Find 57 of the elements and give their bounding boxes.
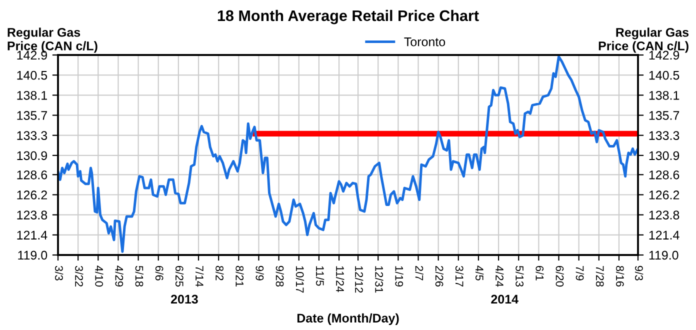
x-tick-label: 12/31	[375, 266, 384, 293]
x-tick-label: 10/17	[296, 266, 304, 293]
text: 2014	[491, 294, 518, 304]
y-tick-label: 123.8	[17, 210, 48, 220]
x-tick-label: 7/14	[196, 266, 204, 287]
y2-tick-label: 133.3	[649, 131, 680, 140]
x-tick-label: 2/7	[415, 266, 424, 280]
y2-tick-label: 119.0	[649, 250, 678, 260]
y-tick-label: 128.6	[17, 170, 48, 180]
x-tick-label: 6/1	[536, 266, 544, 280]
y2-tick-label: 123.8	[649, 210, 680, 220]
y-tick-label: 133.3	[17, 131, 48, 140]
y2-tick-label: 142.9	[649, 50, 680, 60]
x-tick-label: 6/6	[155, 266, 164, 280]
x-tick-label: 9/28	[276, 266, 284, 287]
y2-tick-label: 128.6	[649, 170, 680, 180]
x-tick-label: 4/24	[496, 266, 504, 287]
x-tick-label: 11/24	[336, 266, 344, 292]
x-tick-label: 11/5	[316, 266, 324, 286]
x-tick-label: 6/25	[175, 266, 184, 287]
x-tick-label: 2/26	[435, 266, 444, 287]
x-tick-label: 12/12	[355, 266, 364, 293]
x-tick-label: 7/28	[596, 266, 604, 287]
x-tick-label: 6/20	[556, 266, 564, 287]
text: 2013	[170, 294, 198, 304]
legend-label: Toronto	[404, 38, 446, 46]
x-tick-label: 9/9	[256, 266, 264, 280]
y2-tick-label: 130.9	[649, 151, 680, 160]
x-tick-label: 8/16	[616, 266, 624, 287]
x-tick-label: 9/3	[635, 266, 644, 280]
x-tick-label: 3/22	[75, 266, 84, 286]
x-tick-label: 1/19	[395, 266, 404, 287]
y-tick-label: 126.2	[17, 190, 47, 200]
x-tick-label: 3/17	[455, 266, 464, 286]
y2-tick-label: 126.2	[649, 190, 680, 200]
x-tick-label: 4/29	[115, 266, 124, 287]
y2-tick-label: 135.7	[649, 111, 680, 120]
x-tick-label: 5/13	[516, 266, 524, 287]
x-tick-label: 4/5	[475, 266, 484, 280]
y-tick-label: 135.7	[17, 111, 47, 120]
y2-tick-label: 121.4	[649, 230, 680, 240]
y2-tick-label: 140.5	[649, 70, 680, 80]
y2-tick-label: 138.1	[649, 90, 680, 100]
x-tick-label: 3/3	[55, 266, 64, 280]
x-tick-label: 4/10	[95, 266, 104, 287]
y-tick-label: 121.4	[17, 230, 48, 240]
chart-title: 18 Month Average Retail Price Chart	[218, 10, 479, 24]
y-tick-label: 119.0	[18, 250, 48, 260]
x-tick-label: 5/18	[135, 266, 144, 287]
x-tick-label: 8/21	[236, 266, 244, 286]
y-tick-label: 142.9	[17, 50, 47, 60]
y-tick-label: 130.9	[17, 151, 47, 160]
y-tick-label: 138.1	[17, 90, 47, 100]
x-axis-title: Date (Month/Day)	[297, 313, 399, 326]
x-tick-label: 8/2	[216, 266, 224, 280]
y-tick-label: 140.5	[17, 70, 48, 80]
x-tick-label: 7/9	[576, 266, 584, 280]
